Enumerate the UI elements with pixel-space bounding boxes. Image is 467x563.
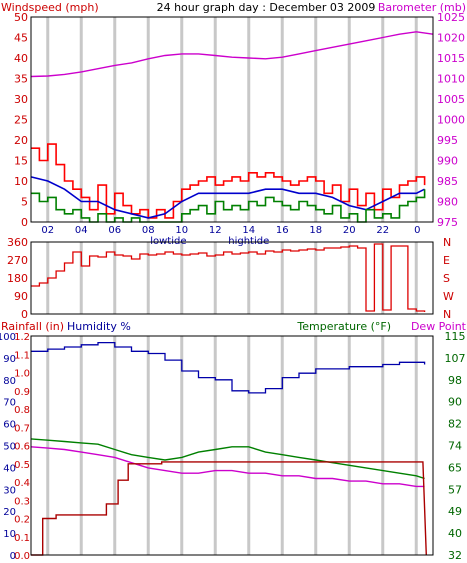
windspeed-line <box>31 143 426 219</box>
temperature-tick-label: 82 <box>448 418 462 431</box>
rainfall-tick-label: 0.0 <box>14 551 30 559</box>
humidity-tick-label: 70 <box>3 398 16 409</box>
wind-tick-label: 35 <box>14 73 28 86</box>
direction-degree-tick-label: 90 <box>14 290 28 303</box>
time-tick-label: 0 <box>414 225 420 236</box>
rainfall-tick-label: 0.1 <box>14 533 30 544</box>
humidity-tick-label: 0 <box>10 551 16 559</box>
humidity-tick-label: 10 <box>3 529 16 540</box>
wind-tick-label: 0 <box>21 216 28 229</box>
rainfall-tick-label: 0.8 <box>14 405 30 416</box>
wind-tick-label: 30 <box>14 93 28 106</box>
temperature-tick-label: 32 <box>448 549 462 559</box>
temperature-tick-label: 90 <box>448 396 462 409</box>
time-tick-label: 10 <box>175 225 188 236</box>
direction-compass-tick-label: W <box>443 290 454 303</box>
rainfall-tick-label: 0.2 <box>14 515 30 526</box>
temperature-tick-label: 49 <box>448 505 462 518</box>
time-tick-label: 18 <box>309 225 322 236</box>
time-tick-label: 20 <box>343 225 356 236</box>
direction-degree-tick-label: 360 <box>7 236 28 249</box>
rainfall-axis-title: Rainfall (in) <box>1 320 64 333</box>
time-tick-label: 02 <box>41 225 54 236</box>
direction-compass-tick-label: E <box>443 254 450 267</box>
rainfall-line <box>31 461 427 556</box>
humidity-tick-label: 20 <box>3 507 16 518</box>
time-tick-label: 06 <box>108 225 121 236</box>
temperature-tick-label: 115 <box>445 330 466 343</box>
time-tick-label: 22 <box>376 225 389 236</box>
temperature-axis-title: Temperature (°F) <box>296 320 391 333</box>
barometer-line <box>30 31 434 78</box>
panel-frame <box>30 16 434 223</box>
wind-tick-label: 40 <box>14 52 28 65</box>
temperature-tick-label: 98 <box>448 374 462 387</box>
direction-compass-tick-label: N <box>443 308 451 321</box>
temperature-tick-label: 107 <box>445 352 466 365</box>
barometer-tick-label: 995 <box>437 134 458 147</box>
humidity-tick-label: 50 <box>3 442 16 453</box>
direction-compass-tick-label: S <box>443 272 450 285</box>
barometer-tick-label: 985 <box>437 175 458 188</box>
humidity-tick-label: 60 <box>3 420 16 431</box>
time-tick-label: 12 <box>209 225 222 236</box>
rainfall-tick-label: 1.0 <box>14 369 30 380</box>
time-tick-label: 16 <box>276 225 289 236</box>
rainfall-tick-label: 0.6 <box>14 442 30 453</box>
barometer-tick-label: 1010 <box>437 73 465 86</box>
barometer-tick-label: 1015 <box>437 52 465 65</box>
barometer-tick-label: 1025 <box>437 11 465 24</box>
barometer-tick-label: 1000 <box>437 114 465 127</box>
humidity-tick-label: 90 <box>3 354 16 365</box>
time-tick-label: 04 <box>75 225 88 236</box>
dewpoint-line <box>30 446 425 488</box>
temperature-tick-label: 65 <box>448 461 462 474</box>
humidity-tick-label: 100 <box>0 332 16 343</box>
rainfall-tick-label: 0.7 <box>14 423 30 434</box>
rainfall-tick-label: 0.3 <box>14 496 30 507</box>
wind-tick-label: 45 <box>14 32 28 45</box>
direction-compass-tick-label: N <box>443 236 451 249</box>
barometer-tick-label: 980 <box>437 196 458 209</box>
humidity-tick-label: 30 <box>3 485 16 496</box>
rainfall-tick-label: 0.5 <box>14 460 30 471</box>
time-tick-label: 14 <box>242 225 255 236</box>
humidity-tick-label: 80 <box>3 376 16 387</box>
barometer-tick-label: 1005 <box>437 93 465 106</box>
rainfall-tick-label: 1.1 <box>14 350 30 361</box>
wind-tick-label: 25 <box>14 114 28 127</box>
wind-direction-line <box>31 243 426 312</box>
direction-degree-tick-label: 180 <box>7 272 28 285</box>
temperature-tick-label: 40 <box>448 527 462 540</box>
temperature-line <box>30 438 425 480</box>
barometer-tick-label: 1020 <box>437 32 465 45</box>
humidity-line <box>31 341 426 394</box>
humidity-tick-label: 40 <box>3 463 16 474</box>
direction-degree-tick-label: 270 <box>7 254 28 267</box>
wind-tick-label: 20 <box>14 134 28 147</box>
rainfall-tick-label: 0.9 <box>14 387 30 398</box>
barometer-tick-label: 990 <box>437 155 458 168</box>
wind-tick-label: 15 <box>14 155 28 168</box>
wind-tick-label: 10 <box>14 175 28 188</box>
rainfall-tick-label: 0.4 <box>14 478 30 489</box>
panel-frame <box>30 241 434 315</box>
temperature-tick-label: 57 <box>448 483 462 496</box>
rainfall-tick-label: 1.2 <box>14 332 30 343</box>
humidity-axis-title: Humidity % <box>67 320 131 333</box>
wind-tick-label: 5 <box>21 196 28 209</box>
time-tick-label: 08 <box>142 225 155 236</box>
chart-title: 24 hour graph day : December 03 2009 <box>157 1 376 14</box>
barometer-tick-label: 975 <box>437 216 458 229</box>
windspeed-axis-title: Windspeed (mph) <box>1 1 99 14</box>
temperature-tick-label: 74 <box>448 440 462 453</box>
direction-degree-tick-label: 0 <box>21 308 28 321</box>
dewpoint-axis-title: Dew Point <box>411 320 467 333</box>
barometer-axis-title: Barometer (mb) <box>378 1 466 14</box>
panel-frame <box>30 335 434 556</box>
wind-tick-label: 50 <box>14 11 28 24</box>
